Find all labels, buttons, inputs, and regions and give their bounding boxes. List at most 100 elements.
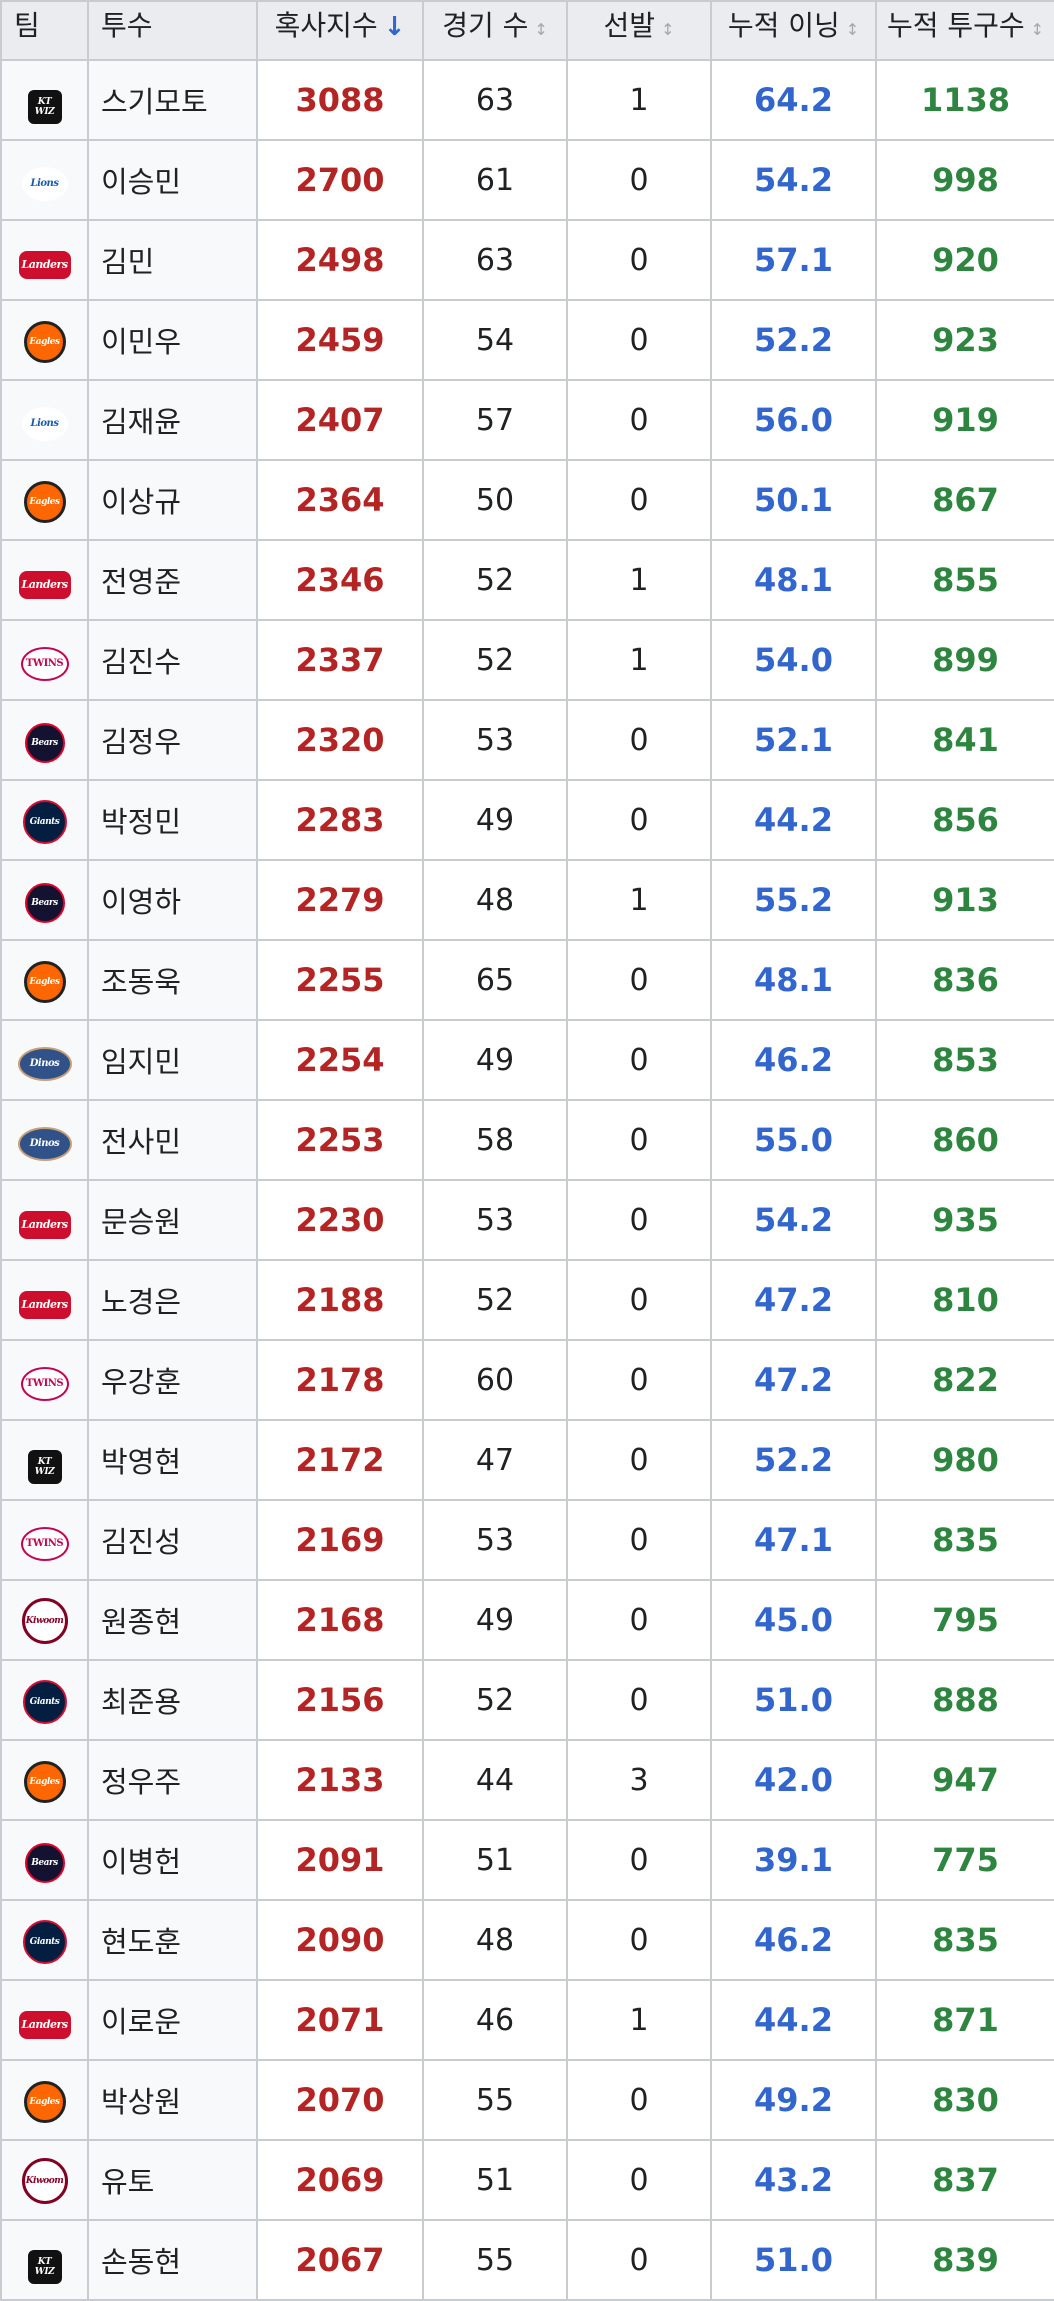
pitcher-name: 정우주 xyxy=(87,1739,258,1821)
team-cell: TWINS xyxy=(0,1499,89,1581)
innings-value: 47.2 xyxy=(710,1339,877,1421)
starts-value: 0 xyxy=(566,2059,712,2141)
team-cell: Lions xyxy=(0,379,89,461)
table-row: KT WIZ 손동현 2067 55 0 51.0 839 xyxy=(0,2219,1054,2301)
innings-value: 39.1 xyxy=(710,1819,877,1901)
games-value: 55 xyxy=(422,2219,568,2301)
team-logo-giants-icon: Giants xyxy=(22,1679,67,1724)
table-row: Bears 이영하 2279 48 1 55.2 913 xyxy=(0,859,1054,941)
games-value: 48 xyxy=(422,859,568,941)
torture-index-value: 2178 xyxy=(256,1339,424,1421)
pitch-count-value: 1138 xyxy=(875,59,1054,141)
starts-value: 0 xyxy=(566,1579,712,1661)
pitcher-name: 노경은 xyxy=(87,1259,258,1341)
pitcher-name: 김민 xyxy=(87,219,258,301)
table-row: Landers 노경은 2188 52 0 47.2 810 xyxy=(0,1259,1054,1341)
pitcher-name: 김진성 xyxy=(87,1499,258,1581)
sort-desc-icon[interactable]: ↓ xyxy=(383,12,406,42)
pitch-count-value: 923 xyxy=(875,299,1054,381)
starts-value: 0 xyxy=(566,299,712,381)
torture-index-value: 2498 xyxy=(256,219,424,301)
pitcher-name: 임지민 xyxy=(87,1019,258,1101)
torture-index-value: 2067 xyxy=(256,2219,424,2301)
team-cell: Landers xyxy=(0,1259,89,1341)
team-logo-eagles-icon: Eagles xyxy=(23,481,66,523)
team-logo-eagles-icon: Eagles xyxy=(23,961,66,1003)
games-value: 46 xyxy=(422,1979,568,2061)
starts-value: 0 xyxy=(566,1819,712,1901)
sort-icon[interactable]: ↕ xyxy=(534,20,548,39)
starts-value: 0 xyxy=(566,2139,712,2221)
starts-value: 0 xyxy=(566,379,712,461)
starts-value: 0 xyxy=(566,1259,712,1341)
pitcher-name: 김재윤 xyxy=(87,379,258,461)
table-row: Eagles 조동욱 2255 65 0 48.1 836 xyxy=(0,939,1054,1021)
torture-index-value: 2188 xyxy=(256,1259,424,1341)
team-logo-bears-icon: Bears xyxy=(24,1842,65,1883)
team-logo-dinos-icon: Dinos xyxy=(17,1046,72,1081)
starts-value: 0 xyxy=(566,459,712,541)
header-games[interactable]: 경기 수 ↕ xyxy=(422,0,568,61)
innings-value: 47.1 xyxy=(710,1499,877,1581)
header-team[interactable]: 팀 xyxy=(0,0,89,61)
innings-value: 54.0 xyxy=(710,619,877,701)
pitch-count-value: 775 xyxy=(875,1819,1054,1901)
table-row: Dinos 전사민 2253 58 0 55.0 860 xyxy=(0,1099,1054,1181)
pitch-count-value: 899 xyxy=(875,619,1054,701)
team-cell: Giants xyxy=(0,1899,89,1981)
innings-value: 64.2 xyxy=(710,59,877,141)
torture-index-value: 2133 xyxy=(256,1739,424,1821)
innings-value: 46.2 xyxy=(710,1899,877,1981)
pitcher-name: 박상원 xyxy=(87,2059,258,2141)
header-starts[interactable]: 선발 ↕ xyxy=(566,0,712,61)
team-cell: Dinos xyxy=(0,1019,89,1101)
torture-index-value: 2459 xyxy=(256,299,424,381)
pitch-count-value: 841 xyxy=(875,699,1054,781)
team-logo-landers-icon: Landers xyxy=(18,570,71,599)
team-logo-kiwoom-icon: Kiwoom xyxy=(21,2158,68,2204)
starts-value: 0 xyxy=(566,1019,712,1101)
header-row: 팀 투수 혹사지수 ↓ 경기 수 ↕ 선발 ↕ 누적 이닝 ↕ 누적 투구수 ↕ xyxy=(0,0,1054,61)
games-value: 55 xyxy=(422,2059,568,2141)
pitcher-name: 우강훈 xyxy=(87,1339,258,1421)
header-pitcher[interactable]: 투수 xyxy=(87,0,258,61)
games-value: 54 xyxy=(422,299,568,381)
pitcher-name: 원종현 xyxy=(87,1579,258,1661)
team-cell: Giants xyxy=(0,1659,89,1741)
table-row: Eagles 박상원 2070 55 0 49.2 830 xyxy=(0,2059,1054,2141)
team-logo-kt-icon: KT WIZ xyxy=(27,2249,62,2284)
games-value: 65 xyxy=(422,939,568,1021)
torture-index-value: 3088 xyxy=(256,59,424,141)
header-pitch-count[interactable]: 누적 투구수 ↕ xyxy=(875,0,1054,61)
pitch-count-value: 867 xyxy=(875,459,1054,541)
table-row: Giants 최준용 2156 52 0 51.0 888 xyxy=(0,1659,1054,1741)
team-cell: TWINS xyxy=(0,1339,89,1421)
torture-index-value: 2283 xyxy=(256,779,424,861)
pitch-count-value: 836 xyxy=(875,939,1054,1021)
table-row: Kiwoom 유토 2069 51 0 43.2 837 xyxy=(0,2139,1054,2221)
games-value: 48 xyxy=(422,1899,568,1981)
sort-icon[interactable]: ↕ xyxy=(661,20,675,39)
sort-icon[interactable]: ↕ xyxy=(845,20,860,39)
pitcher-name: 이승민 xyxy=(87,139,258,221)
team-logo-kt-icon: KT WIZ xyxy=(27,1449,62,1484)
table-row: KT WIZ 박영현 2172 47 0 52.2 980 xyxy=(0,1419,1054,1501)
starts-value: 0 xyxy=(566,2219,712,2301)
pitcher-name: 조동욱 xyxy=(87,939,258,1021)
innings-value: 44.2 xyxy=(710,779,877,861)
pitch-count-value: 835 xyxy=(875,1499,1054,1581)
innings-value: 52.2 xyxy=(710,1419,877,1501)
team-logo-landers-icon: Landers xyxy=(18,1290,71,1319)
header-torture-index[interactable]: 혹사지수 ↓ xyxy=(256,0,424,61)
games-value: 51 xyxy=(422,1819,568,1901)
innings-value: 48.1 xyxy=(710,939,877,1021)
games-value: 52 xyxy=(422,1259,568,1341)
games-value: 44 xyxy=(422,1739,568,1821)
sort-icon[interactable]: ↕ xyxy=(1030,20,1045,39)
innings-value: 52.1 xyxy=(710,699,877,781)
table-row: Landers 김민 2498 63 0 57.1 920 xyxy=(0,219,1054,301)
header-innings[interactable]: 누적 이닝 ↕ xyxy=(710,0,877,61)
team-logo-bears-icon: Bears xyxy=(24,882,65,923)
team-cell: Giants xyxy=(0,779,89,861)
torture-index-value: 2254 xyxy=(256,1019,424,1101)
